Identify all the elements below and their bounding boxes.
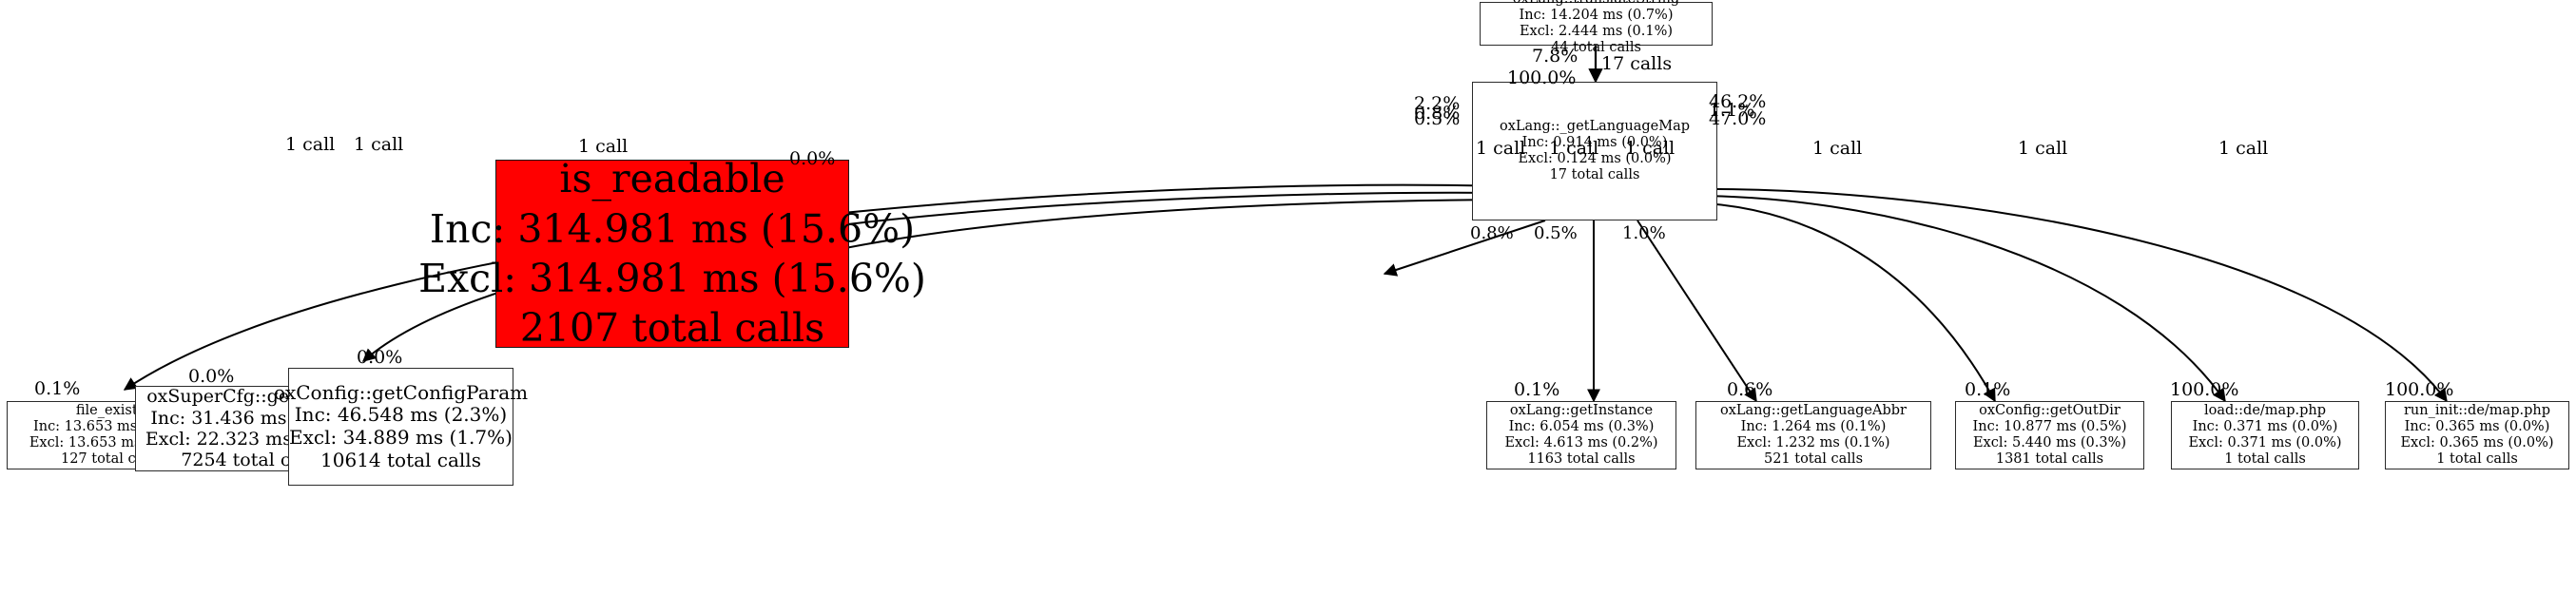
node-name: run_init::de/map.php <box>2403 402 2550 418</box>
edge-getlanguagemap-to-run-init-map <box>1687 187 2448 403</box>
node-name: oxLang::_getLanguageMap <box>1499 118 1691 134</box>
edge-getlanguagemap-to-getlanguageabbr <box>1637 220 1757 403</box>
edge-getlanguagemap-to-load-map <box>1687 194 2226 403</box>
edge-label-bottom-percent-3: 1.0% <box>1622 223 1666 243</box>
edge-label-left-percent-1: 2.2% <box>1414 93 1461 114</box>
edge-label-right-percent-3: 47.0% <box>1709 108 1767 129</box>
node-name: oxConfig::getOutDir <box>1979 402 2121 418</box>
node-exclusive: Excl: 5.440 ms (0.3%) <box>1972 435 2127 450</box>
edge-label-getoutdir-percent: 0.1% <box>1965 379 2011 400</box>
node-total-calls: 1 total calls <box>2224 451 2306 468</box>
edge-label-is-readable-percent: 0.0% <box>789 148 836 169</box>
node-load-map[interactable]: load::de/map.php Inc: 0.371 ms (0.0%) Ex… <box>2171 401 2359 469</box>
edge-label-call-getinstance-b: 1 call <box>1549 138 1599 159</box>
edge-label-target-percent: 100.0% <box>1507 67 1577 88</box>
node-exclusive: Excl: 2.444 ms (0.1%) <box>1519 24 1674 39</box>
node-total-calls: 1163 total calls <box>1527 451 1636 468</box>
node-name: oxLang::getInstance <box>1509 402 1654 418</box>
edge-label-call-file-exists: 1 call <box>285 134 336 155</box>
node-getlanguageabbr[interactable]: oxLang::getLanguageAbbr Inc: 1.264 ms (0… <box>1695 401 1931 469</box>
edge-getlanguagemap-to-is-readable <box>1383 220 1546 277</box>
edge-label-bottom-percent-2: 0.5% <box>1534 223 1578 243</box>
node-total-calls: 2107 total calls <box>519 305 825 352</box>
edge-label-call-getlanguageabbr: 1 call <box>1625 138 1675 159</box>
node-inclusive: Inc: 0.371 ms (0.0%) <box>2192 418 2338 434</box>
node-inclusive: Inc: 46.548 ms (2.3%) <box>294 403 508 427</box>
edge-label-load-map-percent: 100.0% <box>2170 379 2239 400</box>
edge-label-left-percent-3: 0.5% <box>1414 108 1461 129</box>
node-exclusive: Excl: 0.365 ms (0.0%) <box>2400 435 2554 450</box>
node-inclusive: Inc: 10.877 ms (0.5%) <box>1972 418 2127 434</box>
edge-getlanguagemap-to-getoutdir <box>1687 201 1996 403</box>
node-is-readable[interactable]: is_readable Inc: 314.981 ms (15.6%) Excl… <box>418 156 926 351</box>
edge-label-incoming-percent: 7.8% <box>1532 46 1579 67</box>
node-exclusive: Excl: 1.232 ms (0.1%) <box>1736 435 1890 450</box>
edge-label-call-load-map: 1 call <box>2018 138 2068 159</box>
edge-label-call-getconfig: 1 call <box>354 134 404 155</box>
edge-label-call-getconfigparam: 1 call <box>578 136 629 157</box>
node-name: file_exists <box>75 402 145 418</box>
node-total-calls: 10614 total calls <box>320 448 481 471</box>
node-getlanguagemap[interactable]: oxLang::_getLanguageMap Inc: 0.914 ms (0… <box>1472 82 1717 220</box>
edge-label-getinstance-percent: 0.1% <box>1514 379 1560 400</box>
node-total-calls: 521 total calls <box>1763 451 1864 468</box>
node-inclusive: Inc: 314.981 ms (15.6%) <box>429 205 916 252</box>
node-inclusive: Inc: 1.264 ms (0.1%) <box>1740 418 1887 434</box>
node-translatestring[interactable]: oxLang::translateString Inc: 14.204 ms (… <box>1480 0 1713 55</box>
node-exclusive: Excl: 0.124 ms (0.0%) <box>1518 151 1672 166</box>
node-exclusive: Excl: 0.371 ms (0.0%) <box>2188 435 2342 450</box>
node-total-calls: 44 total calls <box>1551 40 1641 56</box>
edge-label-call-getinstance-a: 1 call <box>1476 138 1526 159</box>
edge-label-getconfigparam-percent: 0.0% <box>357 347 403 368</box>
node-total-calls: 1381 total calls <box>1995 451 2104 468</box>
node-exclusive: Excl: 4.613 ms (0.2%) <box>1504 435 1658 450</box>
node-exclusive: Excl: 34.889 ms (1.7%) <box>289 426 513 449</box>
edge-label-right-percent-2: 1.1% <box>1709 100 1755 121</box>
node-exclusive: Excl: 314.981 ms (15.6%) <box>418 256 926 301</box>
node-name: oxLang::getLanguageAbbr <box>1720 402 1907 418</box>
edge-label-getconfig-percent: 0.0% <box>188 366 235 387</box>
edge-label-getlanguageabbr-percent: 0.6% <box>1727 379 1773 400</box>
node-getinstance[interactable]: oxLang::getInstance Inc: 6.054 ms (0.3%)… <box>1486 401 1676 469</box>
node-getconfigparam[interactable]: oxConfig::getConfigParam Inc: 46.548 ms … <box>274 368 528 486</box>
node-run-init-map[interactable]: run_init::de/map.php Inc: 0.365 ms (0.0%… <box>2385 401 2569 469</box>
edge-label-right-percent-1: 46.2% <box>1709 91 1767 112</box>
node-name: is_readable <box>559 156 785 202</box>
edge-label-call-run-init-map: 1 call <box>2218 138 2269 159</box>
edge-label-run-init-map-percent: 100.0% <box>2385 379 2454 400</box>
edge-label-bottom-percent-1: 0.8% <box>1470 223 1514 243</box>
node-total-calls: 7254 total calls <box>181 450 322 471</box>
node-name: load::de/map.php <box>2203 402 2326 418</box>
node-name: oxConfig::getConfigParam <box>273 380 529 404</box>
node-total-calls: 1 total calls <box>2436 451 2518 468</box>
edge-label-left-percent-2: 0.8% <box>1414 103 1461 124</box>
node-name: oxLang::translateString <box>1513 0 1679 8</box>
node-inclusive: Inc: 0.914 ms (0.0%) <box>1521 134 1668 150</box>
node-inclusive: Inc: 6.054 ms (0.3%) <box>1508 418 1655 434</box>
edge-label-call-getoutdir: 1 call <box>1812 138 1863 159</box>
node-total-calls: 17 total calls <box>1549 167 1640 183</box>
node-getoutdir[interactable]: oxConfig::getOutDir Inc: 10.877 ms (0.5%… <box>1955 401 2144 469</box>
node-inclusive: Inc: 14.204 ms (0.7%) <box>1519 7 1674 23</box>
node-inclusive: Inc: 0.365 ms (0.0%) <box>2404 418 2550 434</box>
edge-label-file-exists-percent: 0.1% <box>34 378 81 399</box>
edge-label-incoming-calls: 17 calls <box>1601 53 1673 74</box>
